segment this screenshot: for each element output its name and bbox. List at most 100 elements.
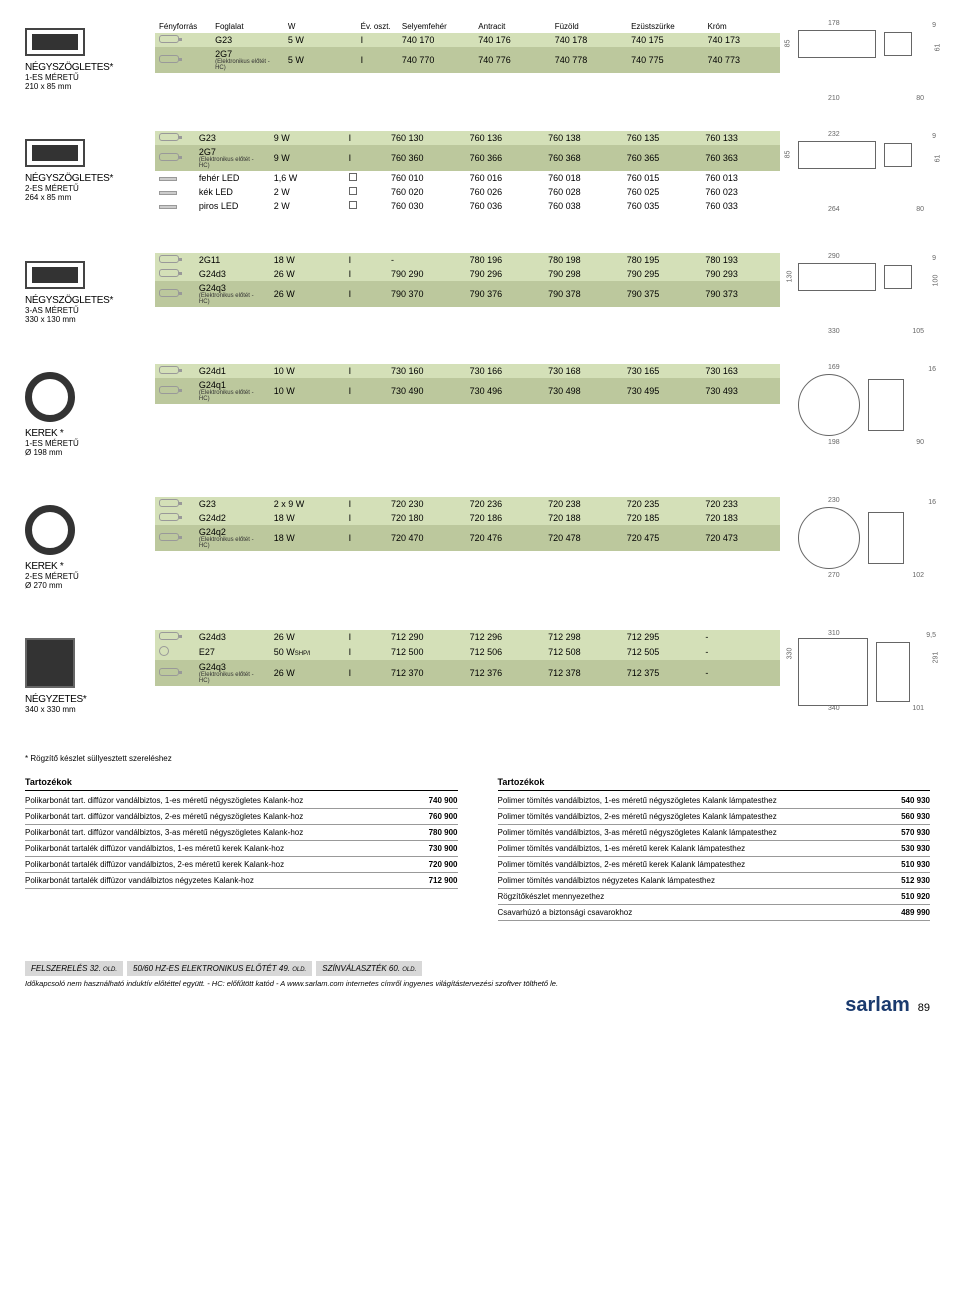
watt-cell: 10 W: [270, 364, 345, 378]
product-dimensions: 210 x 85 mm: [25, 82, 155, 91]
product-row: 2G1118 WI-780 196780 198780 195780 193: [155, 253, 780, 267]
accessory-desc: Polikarbonát tart. diffúzor vandálbiztos…: [25, 796, 303, 805]
dimension-col: 3109,5330291340101: [780, 630, 930, 700]
row-icon: [155, 267, 195, 281]
lamp-icon: [159, 668, 179, 676]
accessories-right: Tartozékok Polimer tömítés vandálbiztos,…: [498, 777, 931, 921]
code-cell: 760 023: [701, 185, 780, 199]
page-footer: sarlam 89: [25, 994, 930, 1017]
row-icon: [155, 378, 195, 404]
code-cell: -: [701, 644, 780, 660]
code-cell: 740 170: [398, 33, 474, 47]
accessory-desc: Polimer tömítés vandálbiztos, 1-es méret…: [498, 844, 746, 853]
code-cell: 720 188: [544, 511, 623, 525]
accessories-left: Tartozékok Polikarbonát tart. diffúzor v…: [25, 777, 458, 921]
socket-cell: G24d1: [195, 364, 270, 378]
product-row: E2750 WSHP/II712 500712 506712 508712 50…: [155, 644, 780, 660]
product-name: KEREK *: [25, 561, 155, 572]
ref-seg-2: 50/60 HZ-ES ELEKTRONIKUS ELŐTÉT 49. OLD.: [127, 961, 312, 976]
class-cell: I: [345, 644, 387, 660]
code-cell: 760 366: [466, 145, 545, 171]
footnote-fixation: * Rögzítő készlet süllyesztett szerelésh…: [25, 754, 930, 763]
row-icon: [155, 525, 195, 551]
product-label-col: NÉGYSZÖGLETES*1-ES MÉRETŰ210 x 85 mm: [25, 20, 155, 91]
product-row: G232 x 9 WI720 230720 236720 238720 2357…: [155, 497, 780, 511]
led-icon: [159, 205, 177, 209]
class-cell: I: [345, 145, 387, 171]
dimension-col: 2909130100330105: [780, 253, 930, 323]
code-cell: 760 018: [544, 171, 623, 185]
socket-cell: G24q3(Elektronikus előtét - HC): [195, 660, 270, 686]
accessory-code: 489 990: [901, 908, 930, 917]
page-number: 89: [918, 1002, 930, 1014]
product-image: [25, 372, 75, 422]
accessory-desc: Polimer tömítés vandálbiztos, 2-es méret…: [498, 812, 777, 821]
class-cell: [345, 199, 387, 213]
lamp-icon: [159, 289, 179, 297]
watt-cell: 2 W: [270, 185, 345, 199]
product-name: NÉGYZETES*: [25, 694, 155, 705]
dimension-col: 23016270102: [780, 497, 930, 567]
code-cell: 740 173: [704, 33, 781, 47]
class-cell: I: [345, 253, 387, 267]
dimension-drawing: 3109,5330291340101: [798, 630, 928, 700]
col-header: W: [284, 20, 357, 33]
accessory-code: 730 900: [429, 844, 458, 853]
row-icon: [155, 33, 211, 47]
bottom-ref-bar: FELSZERELÉS 32. OLD. 50/60 HZ-ES ELEKTRO…: [25, 961, 930, 976]
product-size-label: 3-AS MÉRETŰ: [25, 306, 155, 315]
watt-cell: 5 W: [284, 47, 357, 73]
product-row: 2G7(Elektronikus előtét - HC)5 WI740 770…: [155, 47, 780, 73]
col-header: Antracit: [474, 20, 550, 33]
code-cell: 720 475: [623, 525, 702, 551]
code-cell: 760 038: [544, 199, 623, 213]
code-cell: 760 016: [466, 171, 545, 185]
lamp-icon: [159, 513, 179, 521]
dimension-drawing: 1691619890: [798, 364, 928, 434]
code-cell: 760 025: [623, 185, 702, 199]
code-cell: 790 376: [466, 281, 545, 307]
dimension-col: 2329856126480: [780, 131, 930, 201]
code-cell: 760 020: [387, 185, 466, 199]
product-table: G239 WI760 130760 136760 138760 135760 1…: [155, 131, 780, 213]
code-cell: 740 775: [627, 47, 703, 73]
row-icon: [155, 47, 211, 73]
product-name: NÉGYSZÖGLETES*: [25, 62, 155, 73]
row-icon: [155, 131, 195, 145]
row-icon: [155, 497, 195, 511]
watt-cell: 9 W: [270, 131, 345, 145]
code-cell: 760 138: [544, 131, 623, 145]
product-dimensions: Ø 270 mm: [25, 581, 155, 590]
product-image: [25, 28, 85, 56]
code-cell: 720 235: [623, 497, 702, 511]
class-cell: [345, 185, 387, 199]
code-cell: 790 375: [623, 281, 702, 307]
product-section: NÉGYSZÖGLETES*1-ES MÉRETŰ210 x 85 mmFény…: [25, 20, 930, 91]
accessory-code: 540 930: [901, 796, 930, 805]
row-icon: [155, 281, 195, 307]
code-cell: 760 135: [623, 131, 702, 145]
accessory-code: 760 900: [429, 812, 458, 821]
brand-logo: sarlam: [845, 994, 910, 1017]
product-table-col: FényforrásFoglalatWÉv. oszt.SelyemfehérA…: [155, 20, 780, 73]
code-cell: 712 500: [387, 644, 466, 660]
accessory-row: Csavarhúzó a biztonsági csavarokhoz489 9…: [498, 905, 931, 921]
acc-left-title: Tartozékok: [25, 777, 458, 791]
code-cell: 760 365: [623, 145, 702, 171]
socket-cell: kék LED: [195, 185, 270, 199]
product-row: G24q1(Elektronikus előtét - HC)10 WI730 …: [155, 378, 780, 404]
code-cell: 790 370: [387, 281, 466, 307]
lamp-icon: [159, 499, 179, 507]
code-cell: 760 033: [701, 199, 780, 213]
socket-cell: G24d2: [195, 511, 270, 525]
class-cell: I: [345, 267, 387, 281]
watt-cell: 26 W: [270, 267, 345, 281]
accessory-code: 570 930: [901, 828, 930, 837]
col-header: Fényforrás: [155, 20, 211, 33]
code-cell: -: [701, 630, 780, 644]
code-cell: 790 293: [701, 267, 780, 281]
product-section: KEREK *1-ES MÉRETŰØ 198 mmG24d110 WI730 …: [25, 364, 930, 457]
accessory-desc: Rögzítőkészlet mennyezethez: [498, 892, 605, 901]
product-image: [25, 638, 75, 688]
product-table-col: G232 x 9 WI720 230720 236720 238720 2357…: [155, 497, 780, 551]
